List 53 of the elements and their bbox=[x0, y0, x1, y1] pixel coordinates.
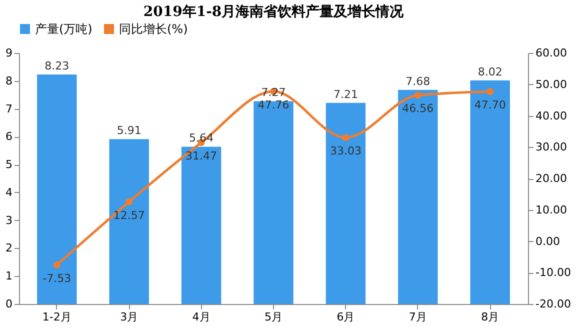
y2-tick-label: 40.00 bbox=[536, 109, 567, 122]
x-tick-label: 1-2月 bbox=[42, 310, 72, 324]
y2-tick-label: 60.00 bbox=[536, 46, 567, 60]
data-label: -7.53 bbox=[42, 272, 72, 285]
bar bbox=[37, 74, 77, 304]
bar bbox=[326, 102, 366, 304]
data-label: 47.70 bbox=[474, 98, 506, 112]
bar bbox=[470, 80, 510, 304]
y2-tick-label: -20.00 bbox=[536, 298, 571, 310]
y2-tick-label: 20.00 bbox=[536, 172, 567, 185]
y2-tick-label: 0.00 bbox=[536, 234, 560, 248]
y-tick-label: 1 bbox=[6, 270, 12, 283]
x-tick-label: 7月 bbox=[408, 310, 427, 324]
data-label: 33.03 bbox=[330, 144, 362, 158]
bar bbox=[109, 139, 149, 304]
y-tick-label: 2 bbox=[6, 242, 12, 255]
y2-tick-label: 50.00 bbox=[536, 78, 567, 91]
data-label: 8.23 bbox=[44, 59, 70, 72]
x-tick-label: 5月 bbox=[264, 310, 282, 324]
x-tick-label: 6月 bbox=[336, 310, 355, 324]
data-label: 46.56 bbox=[402, 102, 434, 116]
y-tick-label: 3 bbox=[6, 214, 12, 227]
data-label: 7.21 bbox=[333, 88, 358, 101]
y2-tick-label: 10.00 bbox=[536, 203, 567, 216]
data-label: 7.68 bbox=[406, 74, 430, 88]
x-tick-label: 4月 bbox=[192, 310, 210, 324]
point bbox=[486, 88, 494, 96]
point bbox=[126, 198, 133, 206]
y-tick-label: 9 bbox=[6, 46, 12, 60]
y-tick-label: 4 bbox=[6, 186, 12, 199]
data-label: 8.02 bbox=[478, 65, 502, 78]
x-tick-label: 3月 bbox=[120, 310, 138, 324]
y2-tick-label: 30.00 bbox=[536, 140, 567, 154]
point bbox=[414, 92, 422, 99]
x-tick-label: 8月 bbox=[481, 310, 500, 324]
y-tick-label: 8 bbox=[6, 74, 12, 88]
data-label: 5.91 bbox=[116, 124, 142, 138]
y-tick-label: 6 bbox=[6, 130, 12, 144]
data-label: 47.76 bbox=[258, 98, 290, 112]
data-label: 31.47 bbox=[186, 150, 218, 163]
y-tick-label: 7 bbox=[6, 102, 12, 116]
y-tick-label: 5 bbox=[6, 158, 12, 172]
point bbox=[342, 134, 350, 142]
point bbox=[53, 261, 60, 268]
legend-label: 产量(万吨) bbox=[35, 22, 92, 36]
y-tick-label: 0 bbox=[6, 298, 12, 310]
chart-title: 2019年1-8月海南省饮料产量及增长情况 bbox=[143, 3, 405, 20]
bar bbox=[181, 146, 222, 304]
legend-label: 同比增长(%) bbox=[119, 22, 188, 36]
bar bbox=[254, 101, 294, 304]
y2-tick-label: -10.00 bbox=[536, 266, 571, 280]
bar bbox=[398, 90, 438, 304]
data-label: 12.57 bbox=[113, 208, 145, 222]
